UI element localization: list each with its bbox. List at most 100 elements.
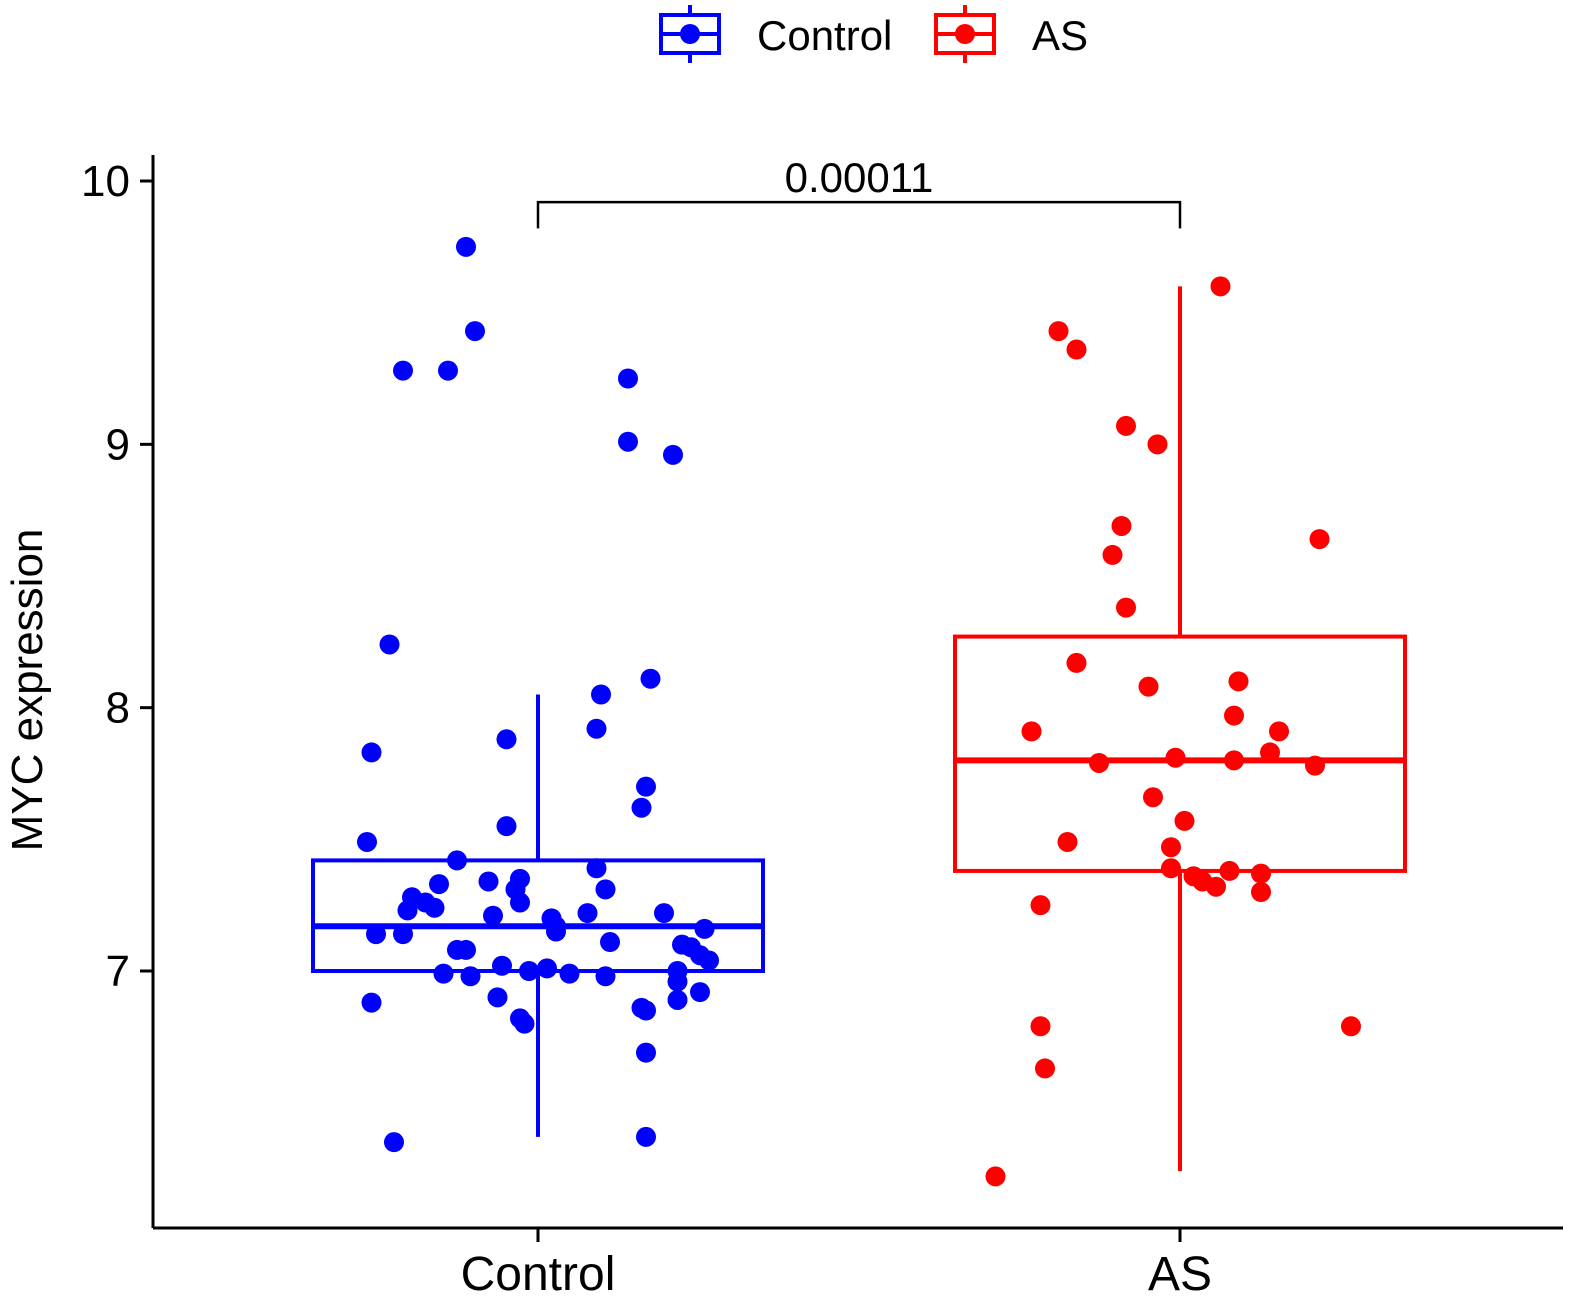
data-point-control — [640, 668, 661, 689]
data-point-control — [393, 360, 413, 381]
data-point-as — [1035, 1058, 1055, 1079]
legend-key-as — [934, 5, 996, 63]
data-point-control — [591, 684, 611, 705]
points — [357, 236, 1361, 1187]
data-point-as — [1219, 860, 1240, 881]
data-point-as — [1048, 321, 1069, 342]
x-tick-label-as: AS — [1148, 1248, 1212, 1301]
data-point-control — [667, 989, 688, 1010]
legend-label-control: Control — [757, 12, 892, 59]
data-point-control — [618, 368, 638, 389]
data-point-as — [1309, 529, 1330, 550]
data-point-control — [586, 858, 607, 879]
data-point-as — [1030, 895, 1051, 916]
data-point-control — [361, 742, 382, 763]
data-point-control — [478, 871, 499, 892]
data-point-control — [559, 963, 580, 984]
data-point-control — [636, 776, 656, 797]
y-tick-label-9: 9 — [106, 420, 130, 469]
data-point-as — [1066, 339, 1087, 360]
data-point-as — [1161, 858, 1181, 879]
data-point-as — [1174, 810, 1195, 831]
data-point-control — [699, 950, 719, 971]
data-point-as — [1143, 787, 1163, 808]
data-point-control — [519, 961, 539, 981]
data-point-as — [1165, 747, 1186, 768]
data-point-as — [1030, 1016, 1051, 1037]
data-point-control — [636, 1126, 656, 1147]
data-point-control — [636, 1042, 656, 1063]
data-point-as — [1161, 837, 1181, 858]
significance-label: 0.00011 — [785, 154, 934, 201]
data-point-as — [1102, 544, 1123, 565]
legend-item-control: Control — [659, 5, 892, 63]
data-point-as — [1089, 752, 1109, 773]
data-point-control — [496, 816, 517, 837]
data-point-control — [663, 444, 683, 465]
data-point-as — [1269, 721, 1289, 742]
data-point-as — [1224, 750, 1244, 771]
points-control — [357, 236, 719, 1153]
data-point-control — [546, 921, 566, 942]
data-point-control — [397, 900, 418, 921]
significance-annotation: 0.00011 — [536, 154, 1182, 229]
data-point-control — [361, 992, 382, 1013]
data-point-control — [460, 966, 481, 987]
data-point-control — [366, 924, 386, 945]
data-point-control — [636, 1000, 656, 1021]
box-control — [311, 694, 765, 1137]
data-point-control — [433, 963, 454, 984]
data-point-control — [492, 955, 512, 976]
data-point-as — [1116, 415, 1136, 436]
legend-item-as: AS — [934, 5, 1088, 63]
data-point-as — [1138, 676, 1159, 697]
data-point-as — [1251, 863, 1271, 884]
data-point-as — [1066, 652, 1087, 673]
data-point-control — [465, 321, 485, 342]
data-point-as — [1228, 671, 1249, 692]
axes — [151, 155, 1563, 1230]
data-point-control — [429, 874, 449, 895]
legend: Control AS — [659, 5, 1088, 63]
data-point-control — [631, 797, 652, 818]
data-point-control — [384, 1132, 404, 1153]
data-point-control — [447, 850, 467, 871]
data-point-control — [393, 924, 413, 945]
data-point-as — [1206, 876, 1226, 897]
data-point-control — [537, 958, 557, 979]
data-point-as — [1260, 742, 1280, 763]
data-point-as — [1057, 831, 1078, 852]
data-point-control — [618, 431, 638, 452]
x-tick-label-control: Control — [461, 1248, 616, 1301]
data-point-control — [424, 897, 445, 918]
data-point-control — [483, 905, 503, 926]
data-point-control — [487, 987, 508, 1008]
data-point-as — [1305, 755, 1325, 776]
data-point-control — [600, 932, 620, 953]
data-point-control — [586, 718, 607, 739]
significance-bracket — [536, 200, 1182, 229]
y-tick-label-10: 10 — [81, 157, 130, 206]
data-point-as — [985, 1166, 1006, 1187]
data-point-as — [1341, 1016, 1361, 1037]
data-point-control — [667, 971, 688, 992]
data-point-control — [456, 236, 476, 257]
data-point-control — [438, 360, 458, 381]
boxes — [311, 286, 1407, 1172]
data-point-control — [379, 634, 400, 655]
data-point-as — [1111, 515, 1132, 536]
data-point-control — [514, 1013, 535, 1034]
x-ticks: Control AS — [461, 1228, 1212, 1301]
data-point-control — [510, 892, 530, 913]
data-point-control — [654, 903, 674, 924]
y-ticks: 7 8 9 10 — [81, 157, 153, 996]
data-point-control — [694, 918, 715, 939]
legend-key-control — [659, 5, 721, 63]
y-axis-title: MYC expression — [3, 529, 52, 852]
points-as — [985, 276, 1361, 1187]
data-point-as — [1021, 721, 1042, 742]
data-point-control — [357, 831, 377, 852]
data-point-as — [1251, 882, 1271, 902]
data-point-as — [1224, 705, 1244, 726]
